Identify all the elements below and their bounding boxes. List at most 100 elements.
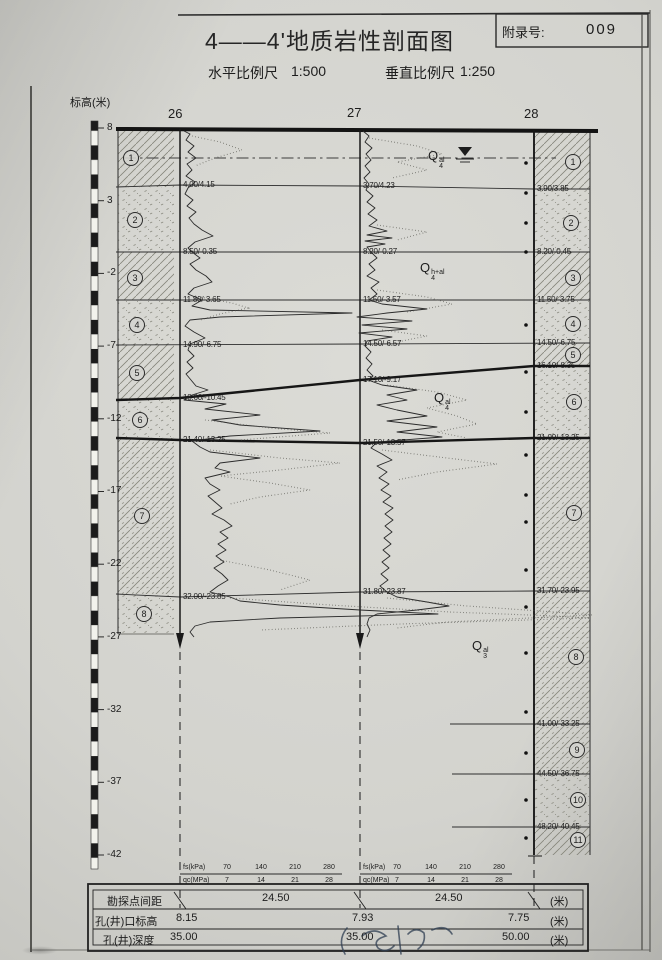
qc-tick: 7 — [395, 877, 399, 884]
v-scale-value: 1:250 — [460, 63, 496, 79]
fs-tick: 140 — [255, 864, 267, 871]
borehole-28-label: 28 — [524, 106, 539, 121]
layer-circle-left: 7 — [134, 508, 150, 524]
layer-circle-left: 6 — [132, 412, 148, 428]
spacing-unit: (米) — [550, 896, 569, 908]
v-scale-label: 垂直比例尺 — [385, 65, 455, 81]
elevation-scale-bar — [90, 120, 104, 870]
elev-tick: -32 — [107, 704, 122, 715]
borehole-28-sample-dots — [524, 161, 528, 840]
cpt-curve-bh27 — [356, 130, 450, 638]
fs-tick: 210 — [289, 864, 301, 871]
bh28-mark: 11.50/-3.75 — [537, 295, 575, 304]
bh28-mark: 41.00/-33.25 — [537, 719, 580, 728]
cpt-curve-bh26-dotted — [191, 135, 591, 631]
layer-circle-right: 2 — [563, 215, 579, 231]
water-table-line — [124, 147, 556, 163]
borehole-28-line — [524, 130, 542, 908]
handwritten-note-scribble — [340, 925, 453, 955]
qc-tick: 28 — [495, 877, 503, 884]
qc-tick: 21 — [461, 877, 469, 884]
ground-surface-line — [115, 127, 599, 133]
layer-circle-left: 4 — [129, 317, 145, 333]
depth-value: 50.00 — [502, 931, 530, 943]
table-row-depth-label: 孔(井)深度 — [103, 935, 155, 947]
qc-tick: 7 — [225, 877, 229, 884]
elev-tick: -12 — [107, 413, 122, 424]
bh26-mark: 4.00/4.15 — [183, 180, 215, 189]
borehole-26-line — [176, 129, 184, 908]
bh27-mark: 14.50/-6.57 — [363, 339, 402, 348]
layer-circle-right: 3 — [565, 270, 581, 286]
fs-axis-label: fs(kPa) — [363, 864, 386, 871]
table-row-spacing-label: 勘探点间距 — [107, 896, 162, 908]
bh26-mark: 14.90/-6.75 — [183, 340, 222, 349]
bh26-mark: 32.00/-23.85 — [183, 592, 226, 601]
layer-circle-left: 3 — [127, 270, 143, 286]
bh28-mark: 3.90/3.85 — [537, 184, 569, 193]
layer-circle-right: 4 — [565, 316, 581, 332]
left-strat-column — [117, 131, 174, 635]
bh28-mark: 16.10/-8.35 — [537, 361, 576, 370]
elevation-unit: (米) — [550, 916, 569, 928]
fs-tick: 70 — [393, 864, 401, 871]
bh26-mark: 21.40/-13.25 — [183, 435, 226, 444]
bh28-mark: 31.70/-23.95 — [537, 586, 580, 595]
elev-tick: -22 — [107, 558, 122, 569]
fs-axis-label: fs(kPa) — [183, 864, 206, 871]
bh28-mark: 21.00/-13.25 — [537, 433, 580, 442]
qc-tick: 28 — [325, 877, 333, 884]
qc-tick: 14 — [427, 877, 435, 884]
qc-axis-label: qc(MPa) — [363, 877, 390, 884]
borehole-27-label: 27 — [347, 105, 362, 120]
layer-circle-right: 7 — [566, 505, 582, 521]
elevation-scale-label: 标高(米) — [70, 97, 111, 109]
elevation-value: 7.93 — [352, 912, 374, 924]
cpt-curve-bh26 — [183, 130, 439, 638]
bh27-mark: 17.10/-9.17 — [363, 375, 402, 384]
fs-tick: 280 — [323, 864, 335, 871]
page-frame — [30, 10, 651, 952]
elev-tick: -42 — [107, 849, 122, 860]
layer-circle-left: 5 — [129, 365, 145, 381]
summary-table-frame — [87, 883, 589, 952]
qc-axis-label: qc(MPa) — [183, 877, 210, 884]
bh28-mark: 8.20/-0.45 — [537, 247, 572, 256]
bh28-mark: 48.20/-40.45 — [537, 822, 580, 831]
elev-tick: -2 — [107, 267, 116, 278]
layer-circle-right: 1 — [565, 154, 581, 170]
bh28-mark: 14.50/-6.75 — [537, 338, 576, 347]
spacing-value: 24.50 — [435, 892, 463, 904]
right-strat-column — [534, 131, 591, 855]
elev-tick: 3 — [107, 195, 113, 206]
layer-boundaries — [115, 184, 591, 828]
h-scale-value: 1:500 — [291, 63, 327, 79]
bh26-mark: 18.60/-10.45 — [183, 393, 226, 402]
fs-tick: 280 — [493, 864, 505, 871]
qc-tick: 21 — [291, 877, 299, 884]
qc-tick: 14 — [257, 877, 265, 884]
layer-circle-left: 2 — [127, 212, 143, 228]
h-scale-label: 水平比例尺 — [208, 65, 278, 81]
bh28-mark: 44.50/-36.75 — [537, 769, 580, 778]
table-row-elevation-label: 孔(井)口标高 — [95, 916, 158, 928]
elevation-value: 7.75 — [508, 912, 530, 924]
elev-tick: 8 — [107, 122, 113, 133]
cpt-curve-bh27-dotted — [368, 137, 593, 629]
elev-tick: -27 — [107, 631, 122, 642]
fs-tick: 210 — [459, 864, 471, 871]
bh27-mark: 11.50/-3.57 — [363, 295, 401, 304]
borehole-26-label: 26 — [168, 106, 183, 121]
bh26-mark: 11.80/-3.65 — [183, 295, 221, 304]
layer-circle-right: 6 — [566, 394, 582, 410]
depth-value: 35.00 — [346, 931, 374, 943]
bh26-mark: 8.50/-0.35 — [183, 247, 218, 256]
elevation-value: 8.15 — [176, 912, 198, 924]
borehole-27-line — [356, 130, 364, 908]
appendix-number: 009 — [586, 21, 618, 38]
